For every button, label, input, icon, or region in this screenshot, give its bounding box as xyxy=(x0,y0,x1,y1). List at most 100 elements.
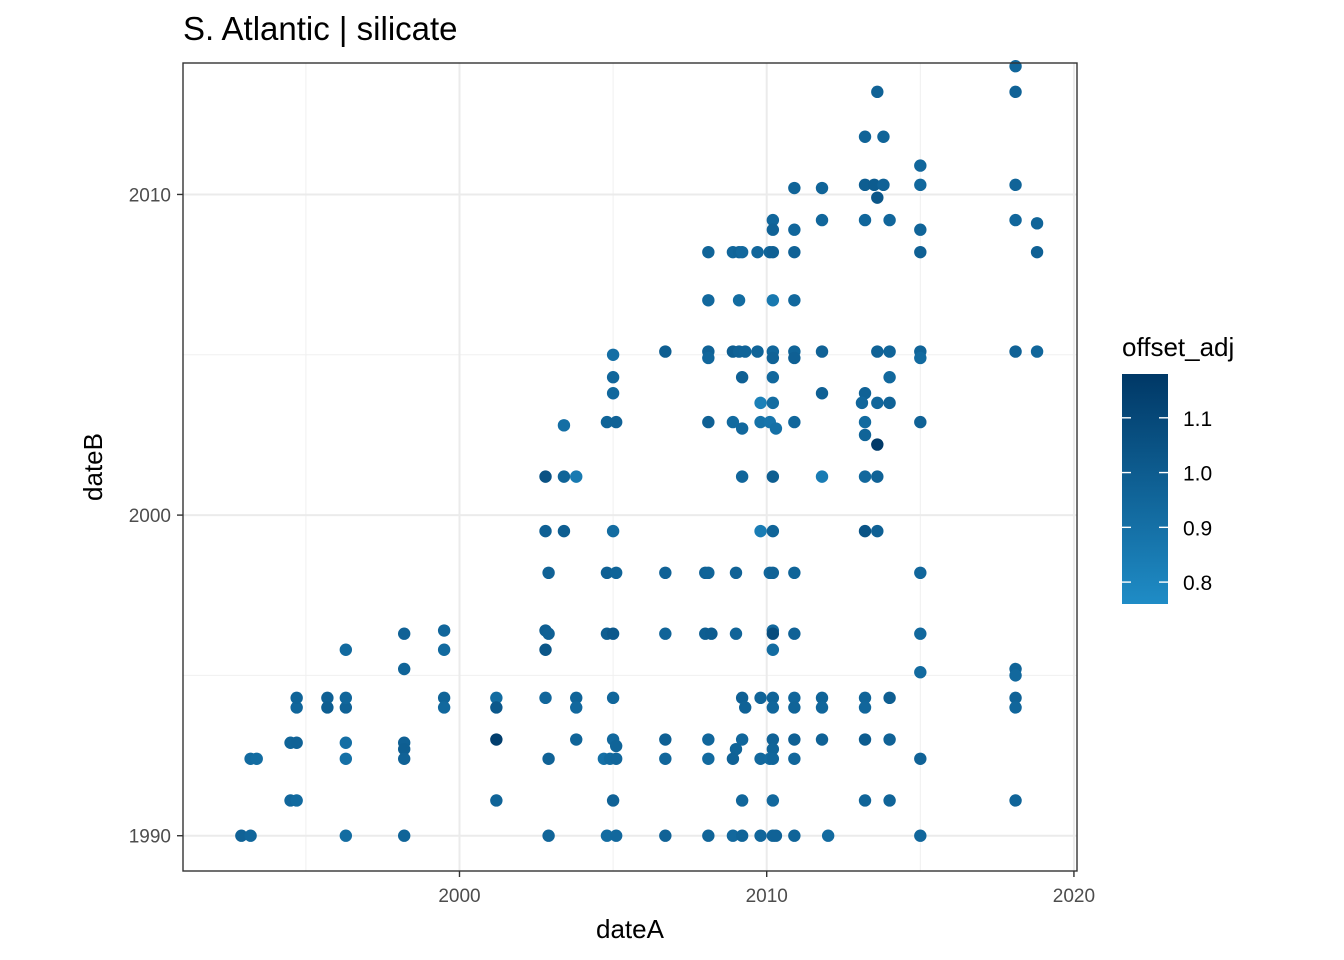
data-point xyxy=(766,396,780,410)
data-point xyxy=(766,742,780,756)
data-point xyxy=(914,245,927,259)
data-point xyxy=(606,371,620,384)
data-point xyxy=(726,829,740,842)
data-point xyxy=(397,742,411,756)
data-point xyxy=(490,733,503,746)
data-point xyxy=(339,736,353,749)
data-point xyxy=(570,733,583,746)
y-tick-label: 1990 xyxy=(129,827,171,848)
data-point xyxy=(397,752,411,765)
data-point xyxy=(788,415,801,429)
data-point xyxy=(339,701,353,714)
data-point xyxy=(754,524,767,538)
data-point xyxy=(766,351,780,365)
data-point xyxy=(1009,669,1022,682)
data-point xyxy=(883,213,896,227)
legend-ticks: 0.8 0.9 1.0 1.1 xyxy=(1122,408,1212,595)
data-point xyxy=(855,396,869,410)
data-point xyxy=(751,245,764,259)
data-point xyxy=(557,419,571,432)
data-point xyxy=(437,691,451,705)
data-point xyxy=(914,178,927,192)
data-point xyxy=(766,524,780,538)
data-point xyxy=(557,524,571,538)
data-point xyxy=(858,213,872,227)
data-point xyxy=(739,701,752,714)
data-point xyxy=(871,470,884,483)
data-point xyxy=(766,470,780,483)
data-point xyxy=(769,829,783,842)
y-tick-label: 2000 xyxy=(129,506,171,527)
data-point xyxy=(729,742,743,756)
data-point xyxy=(437,643,451,656)
chart-title: S. Atlantic | silicate xyxy=(183,10,458,47)
data-point xyxy=(600,566,614,580)
data-point xyxy=(858,178,872,192)
data-point xyxy=(871,524,884,538)
data-point xyxy=(702,294,715,307)
data-point xyxy=(815,470,829,483)
data-point xyxy=(606,691,620,705)
data-point xyxy=(858,701,872,714)
data-point xyxy=(735,691,749,705)
data-point xyxy=(729,627,743,640)
data-point xyxy=(766,294,780,307)
data-point xyxy=(542,566,555,580)
data-point xyxy=(754,829,767,842)
data-point xyxy=(877,178,890,192)
data-point xyxy=(250,752,263,765)
data-point xyxy=(609,566,623,580)
data-point xyxy=(883,733,896,746)
data-point xyxy=(883,396,896,410)
data-point xyxy=(769,422,783,435)
data-point xyxy=(788,627,801,640)
data-point xyxy=(735,794,749,807)
data-point xyxy=(858,524,872,538)
data-point xyxy=(766,691,780,705)
data-point xyxy=(858,428,872,442)
x-axis: 2000 2010 2020 xyxy=(438,871,1095,907)
y-axis-title: dateB xyxy=(78,433,108,501)
data-point xyxy=(339,691,353,705)
data-point xyxy=(606,794,620,807)
data-point xyxy=(609,829,623,842)
data-point xyxy=(788,752,801,765)
data-point xyxy=(339,752,353,765)
data-point xyxy=(290,794,303,807)
data-point xyxy=(490,794,503,807)
data-point xyxy=(1009,85,1022,99)
legend-title: offset_adj xyxy=(1122,332,1234,362)
data-point xyxy=(735,733,749,746)
x-axis-title: dateA xyxy=(596,914,665,944)
data-point xyxy=(868,178,881,192)
legend-tick-label: 1.1 xyxy=(1183,408,1212,431)
data-point xyxy=(539,691,552,705)
data-point xyxy=(729,566,743,580)
data-point xyxy=(539,470,552,483)
data-point xyxy=(702,351,715,365)
data-point xyxy=(766,245,780,259)
data-point xyxy=(766,733,780,746)
data-point xyxy=(542,829,555,842)
data-point xyxy=(702,566,715,580)
data-point xyxy=(609,752,623,765)
data-point xyxy=(1009,345,1022,358)
data-point xyxy=(705,627,718,640)
data-point xyxy=(858,387,872,400)
data-point xyxy=(815,691,829,705)
data-point xyxy=(883,794,896,807)
data-point xyxy=(815,213,829,227)
data-point xyxy=(735,245,749,259)
data-point xyxy=(1009,691,1022,705)
data-point xyxy=(490,691,503,705)
data-point xyxy=(735,371,749,384)
data-point xyxy=(883,691,896,705)
data-point xyxy=(397,627,411,640)
data-point xyxy=(914,627,927,640)
data-point xyxy=(858,130,872,143)
data-point xyxy=(766,371,780,384)
data-point xyxy=(659,752,672,765)
data-point xyxy=(858,691,872,705)
data-point xyxy=(883,371,896,384)
data-point xyxy=(735,829,749,842)
